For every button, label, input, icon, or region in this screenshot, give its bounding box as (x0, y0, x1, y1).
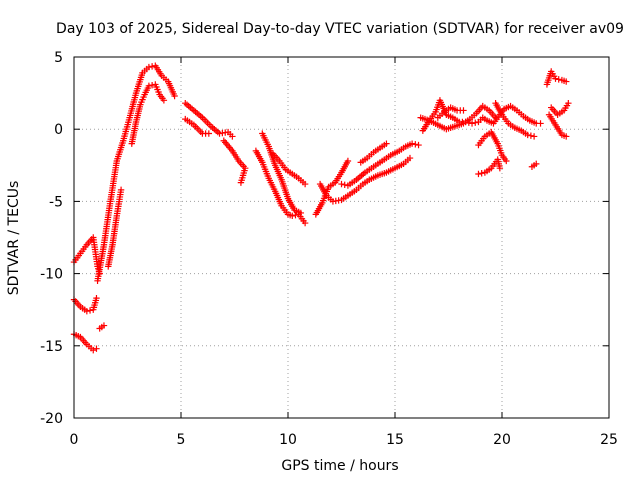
x-tick-label: 15 (386, 432, 404, 448)
data-point (148, 81, 156, 89)
data-point (492, 114, 499, 121)
data-point (93, 294, 100, 302)
y-tick-label: -5 (49, 194, 63, 210)
data-point (496, 164, 504, 172)
data-point (289, 212, 296, 220)
data-point (297, 209, 305, 217)
data-point (90, 346, 97, 354)
y-tick-label: -10 (40, 267, 63, 283)
x-tick-label: 0 (70, 432, 79, 448)
x-tick-label: 25 (600, 432, 618, 448)
data-point (478, 170, 485, 177)
data-point (83, 307, 91, 315)
y-tick-label: 0 (54, 122, 63, 138)
data-point (472, 119, 479, 126)
data-point (341, 181, 348, 188)
x-axis-ticks: 0 5 10 15 20 25 (70, 57, 618, 448)
data-point (93, 345, 100, 352)
chart-title: Day 103 of 2025, Sidereal Day-to-day VTE… (56, 21, 624, 37)
data-point (468, 120, 476, 127)
plot-frame (73, 56, 610, 419)
data-point (503, 157, 510, 165)
data-point (100, 322, 108, 329)
data-point (408, 140, 416, 147)
data-point (563, 133, 570, 140)
data-points (70, 62, 572, 354)
x-axis-label: GPS time / hours (281, 458, 398, 474)
data-point (301, 180, 309, 188)
x-tick-label: 10 (279, 432, 297, 448)
data-point (344, 157, 352, 165)
data-point (229, 133, 236, 140)
data-point (145, 82, 153, 90)
y-gridlines (74, 128, 609, 347)
x-tick-label: 20 (493, 432, 511, 448)
data-point (383, 140, 390, 147)
y-tick-label: -20 (40, 411, 63, 427)
data-point (527, 132, 535, 139)
data-point (563, 78, 570, 85)
data-point (86, 307, 94, 314)
data-point (117, 186, 125, 194)
data-point (145, 63, 153, 71)
data-point (237, 179, 245, 186)
x-tick-label: 5 (177, 432, 186, 448)
data-point (460, 107, 467, 114)
y-tick-label: 5 (54, 50, 63, 66)
data-point (406, 154, 414, 162)
data-point (552, 75, 559, 82)
data-point (475, 170, 482, 178)
data-point (292, 211, 299, 219)
data-point (171, 92, 178, 100)
data-point (533, 160, 540, 168)
data-point (338, 180, 345, 188)
y-tick-label: -15 (40, 339, 63, 355)
y-axis-label: SDTVAR / TECUs (6, 181, 22, 296)
data-point (555, 76, 562, 83)
data-point (205, 130, 213, 137)
y-axis-ticks: -20 -15 -10 -5 0 5 (40, 50, 609, 427)
data-point (537, 120, 544, 127)
data-point (412, 141, 419, 148)
x-gridlines (180, 57, 503, 418)
data-point (565, 100, 572, 107)
data-point (148, 63, 156, 70)
data-point (415, 141, 422, 149)
data-point (530, 133, 538, 140)
data-point (301, 219, 309, 227)
data-point (524, 131, 531, 139)
data-point (160, 97, 168, 104)
